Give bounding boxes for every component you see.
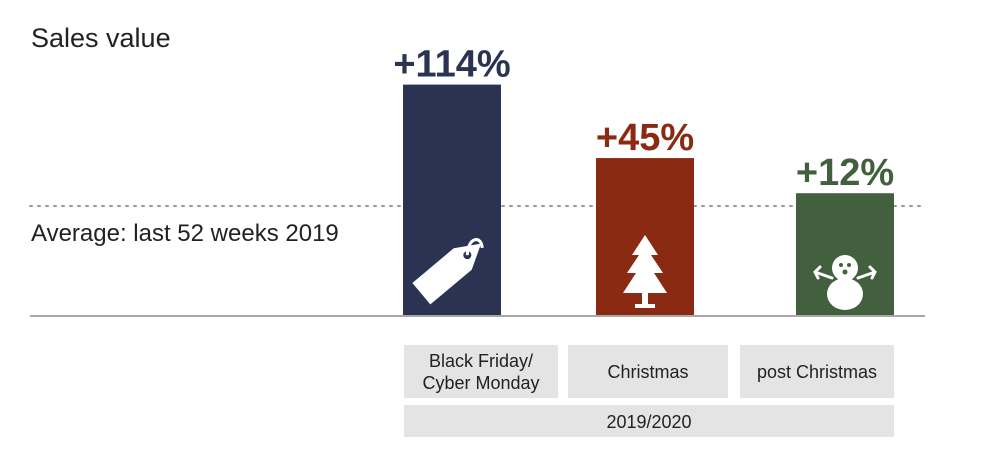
price-tag-shape — [412, 243, 482, 305]
christmas-tree-icon — [623, 235, 667, 308]
snowman-body — [827, 278, 863, 310]
chart-title: Sales value — [31, 23, 171, 53]
category-label-box — [568, 345, 728, 398]
tree-trunk — [642, 293, 648, 305]
data-label: +114% — [393, 44, 510, 86]
snowman-icon — [813, 255, 877, 310]
data-label: +12% — [796, 152, 894, 194]
category-label-box — [404, 345, 558, 398]
category-label: post Christmas — [757, 362, 877, 382]
category-label-box — [740, 345, 894, 398]
category-label: Christmas — [607, 362, 688, 382]
snowman-mouth — [842, 269, 848, 275]
bars-layer: +114% +45% +12% — [393, 44, 894, 316]
category-labels: Black Friday/Cyber Monday Christmas post C… — [404, 345, 894, 398]
snowman-head — [832, 255, 858, 281]
tree-body — [623, 235, 667, 293]
price-tag-string — [465, 238, 484, 256]
data-label: +45% — [596, 117, 694, 159]
snowman-arm-left — [813, 265, 834, 280]
group-label-box — [404, 405, 894, 437]
average-label: Average: last 52 weeks 2019 — [31, 220, 339, 247]
tree-base — [635, 304, 655, 308]
price-tag-icon — [412, 238, 484, 305]
snowman-eye — [847, 263, 851, 267]
group-label: 2019/2020 — [606, 412, 691, 432]
snowman-arm-right — [856, 265, 877, 280]
snowman-eye — [839, 263, 843, 267]
category-label: Black Friday/Cyber Monday — [422, 351, 539, 393]
